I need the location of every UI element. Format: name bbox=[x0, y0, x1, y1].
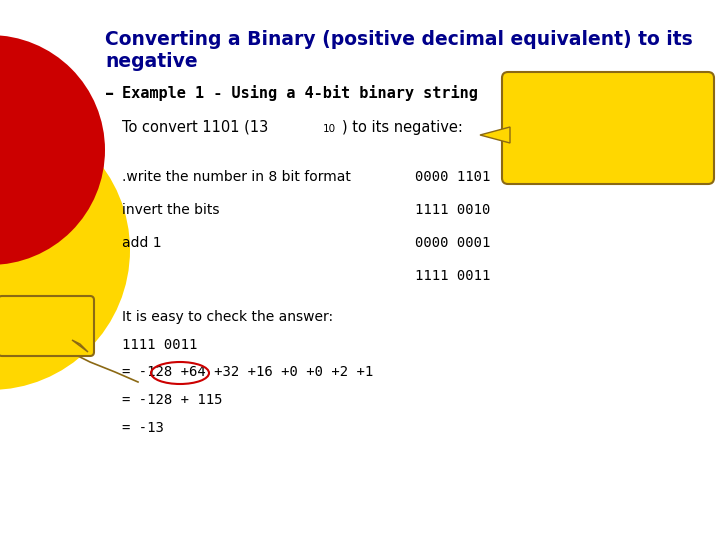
Text: 1111 0010: 1111 0010 bbox=[415, 203, 490, 217]
Text: negative: negative bbox=[15, 332, 77, 345]
Text: Example 1 - Using a 4-bit binary string: Example 1 - Using a 4-bit binary string bbox=[122, 85, 478, 101]
Text: Converting a Binary (positive decimal equivalent) to its: Converting a Binary (positive decimal eq… bbox=[105, 30, 693, 49]
Text: 1111 0011: 1111 0011 bbox=[415, 269, 490, 283]
Text: = -13: = -13 bbox=[122, 421, 164, 435]
Text: 0000 1101: 0000 1101 bbox=[415, 170, 490, 184]
Text: –: – bbox=[105, 85, 114, 103]
Text: To convert 1101 (13: To convert 1101 (13 bbox=[122, 120, 269, 135]
Text: or: or bbox=[602, 132, 614, 145]
Text: .write the number in 8 bit format: .write the number in 8 bit format bbox=[122, 170, 351, 184]
Text: Using sign and magnitude: Using sign and magnitude bbox=[531, 111, 685, 124]
Text: add 1: add 1 bbox=[122, 236, 161, 250]
Text: ) to its negative:: ) to its negative: bbox=[342, 120, 463, 135]
Text: It is easy to check the answer:: It is easy to check the answer: bbox=[122, 310, 333, 324]
Text: Two’s complement?: Two’s complement? bbox=[550, 154, 666, 167]
Text: 1111 0011: 1111 0011 bbox=[122, 338, 197, 352]
Text: negative: negative bbox=[105, 52, 197, 71]
Polygon shape bbox=[480, 127, 510, 143]
FancyBboxPatch shape bbox=[0, 296, 94, 356]
Text: = -128 + 115: = -128 + 115 bbox=[122, 393, 222, 407]
Circle shape bbox=[0, 110, 130, 390]
FancyBboxPatch shape bbox=[502, 72, 714, 184]
Text: Notice the: Notice the bbox=[10, 312, 82, 325]
Text: Is this represented: Is this represented bbox=[553, 89, 663, 102]
Text: invert the bits: invert the bits bbox=[122, 203, 220, 217]
Circle shape bbox=[0, 35, 105, 265]
Text: 0000 0001: 0000 0001 bbox=[415, 236, 490, 250]
Text: = -128 +64 +32 +16 +0 +0 +2 +1: = -128 +64 +32 +16 +0 +0 +2 +1 bbox=[122, 365, 373, 379]
Text: 10: 10 bbox=[323, 124, 336, 134]
Polygon shape bbox=[72, 340, 88, 352]
